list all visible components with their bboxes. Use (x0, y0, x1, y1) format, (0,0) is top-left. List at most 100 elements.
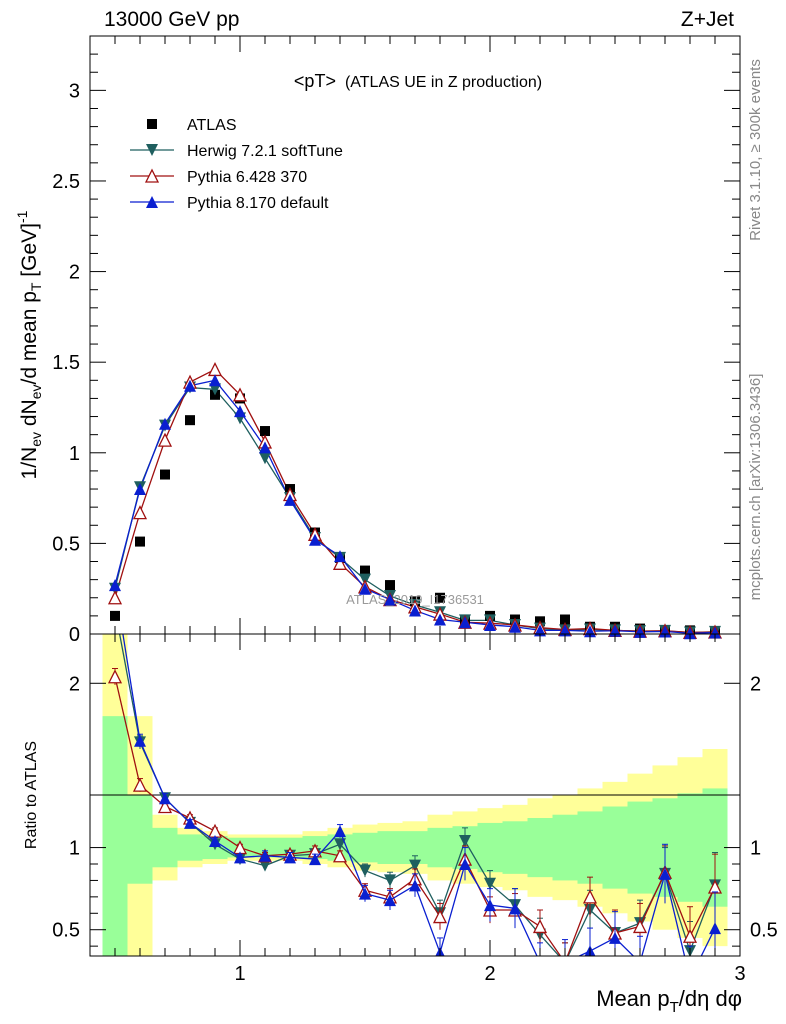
data-point-triangle-up (184, 379, 196, 392)
ratio-point-triangle-up (509, 902, 521, 915)
legend-label: Pythia 8.170 default (187, 195, 329, 212)
ratio-point-triangle-up (409, 879, 421, 892)
data-point-atlas (385, 580, 395, 591)
legend-marker-triangle-up-open (144, 168, 160, 183)
data-point-triangle-up (684, 627, 696, 640)
data-point-triangle-up (159, 417, 171, 430)
data-point-triangle-up (709, 626, 721, 639)
x-axis-label: Mean pT/dη dφ (596, 986, 742, 1016)
ratio-point-triangle-up-open (682, 928, 698, 943)
band-inner (552, 814, 578, 881)
data-point-triangle-up (384, 593, 396, 606)
data-point-triangle-up (634, 625, 646, 638)
ratio-axis-ticks: 1 2 30.5 0.51 12 2 (52, 634, 778, 985)
ratio-point-triangle-down (409, 859, 421, 872)
rivet-label: Rivet 3.1.10, ≥ 300k events (747, 59, 764, 241)
ratio-panel: 1 2 30.5 0.51 12 2 Ratio to ATLAS (23, 633, 778, 985)
ratio-point-triangle-up (259, 849, 271, 862)
data-point-triangle-up (359, 582, 371, 595)
legend-label: Herwig 7.2.1 softTune (187, 143, 343, 160)
y-tick-label-main: 0 (69, 624, 80, 646)
ratio-point-triangle-up (359, 887, 371, 900)
band-inner (377, 831, 403, 864)
data-point-triangle-down (259, 452, 271, 465)
legend-marker-square (147, 119, 157, 129)
main-series-layer (107, 361, 723, 640)
ratio-point-triangle-up-open (132, 777, 148, 792)
data-point-triangle-up (559, 624, 571, 637)
band-inner (577, 811, 603, 884)
ratio-point-triangle-up (609, 931, 621, 944)
ratio-point-triangle-up (534, 957, 546, 969)
ratio-series-layer (107, 634, 723, 985)
ratio-point-triangle-down (459, 835, 471, 847)
y-tick-label-ratio: 2 (69, 673, 80, 695)
ratio-point-triangle-up (384, 894, 396, 907)
band-inner (527, 818, 553, 878)
data-point-triangle-up (484, 618, 496, 631)
ratio-point-triangle-down (334, 838, 346, 851)
ratio-point-triangle-up-open (432, 909, 448, 924)
band-inner (102, 716, 128, 956)
band-inner (127, 795, 153, 884)
legend: ATLAS Herwig 7.2.1 softTune Pythia 6.428 3… (130, 117, 343, 212)
data-point-triangle-up-open (332, 555, 348, 570)
y-tick-label-ratio-right: 0.5 (750, 920, 778, 942)
data-point-triangle-up (309, 533, 321, 546)
ratio-point-triangle-down (484, 877, 496, 890)
y-tick-label-main: 1.5 (52, 352, 80, 374)
y-tick-label-main: 2 (69, 262, 80, 284)
process-label: Z+Jet (681, 8, 734, 31)
mcplots-label: mcplots.cern.ch [arXiv:1306.3436] (747, 374, 764, 601)
ratio-point-triangle-up (184, 816, 196, 829)
ratio-point-triangle-up (209, 835, 221, 847)
legend-label: ATLAS (187, 117, 237, 134)
band-inner (502, 821, 528, 874)
y-tick-label-ratio: 0.5 (52, 920, 80, 942)
plot-title-sub: (ATLAS UE in Z production) (345, 74, 542, 91)
band-inner (252, 837, 278, 858)
ratio-point-triangle-up-open (582, 889, 598, 904)
data-point-triangle-up (284, 493, 296, 506)
data-point-atlas (360, 565, 370, 576)
watermark-label: ATLAS_2019_I1736531 (346, 592, 484, 607)
ratio-point-triangle-up-open (332, 848, 348, 863)
y-tick-label-ratio: 1 (69, 838, 80, 860)
ratio-point-triangle-down (559, 957, 571, 969)
data-point-triangle-up (209, 374, 221, 387)
data-point-atlas (110, 610, 120, 621)
data-point-atlas (560, 614, 570, 625)
ratio-point-triangle-up (134, 734, 146, 747)
data-point-atlas (260, 426, 270, 437)
x-tick-label: 3 (734, 963, 745, 985)
ratio-point-triangle-up-open (107, 669, 123, 684)
data-point-triangle-up (434, 613, 446, 626)
data-point-atlas (185, 415, 195, 426)
data-point-triangle-up (109, 579, 121, 592)
data-point-triangle-up (509, 620, 521, 633)
y-tick-label-main: 3 (69, 80, 80, 102)
data-point-triangle-up (334, 550, 346, 563)
y-tick-label-main: 1 (69, 443, 80, 465)
data-point-triangle-up-open (157, 432, 173, 447)
band-inner (177, 834, 203, 861)
ratio-point-triangle-up (684, 973, 696, 985)
ratio-point-triangle-up-open (157, 799, 173, 814)
y-tick-label-main: 0.5 (52, 533, 80, 555)
band-inner (427, 827, 453, 868)
ratio-point-triangle-up (284, 851, 296, 864)
ratio-point-triangle-up (234, 851, 246, 864)
y-tick-label-ratio-right: 1 (750, 838, 761, 860)
ratio-point-triangle-up (309, 853, 321, 866)
data-point-atlas (435, 592, 445, 603)
data-point-triangle-up (409, 604, 421, 617)
ratio-point-triangle-up (459, 858, 471, 870)
data-point-triangle-up (259, 441, 271, 454)
data-point-triangle-up (134, 483, 146, 496)
ratio-point-triangle-up-open (532, 918, 548, 934)
ratio-point-triangle-up-open (632, 918, 648, 934)
band-inner (152, 827, 178, 868)
data-point-atlas (135, 536, 145, 547)
data-point-triangle-up (459, 616, 471, 629)
